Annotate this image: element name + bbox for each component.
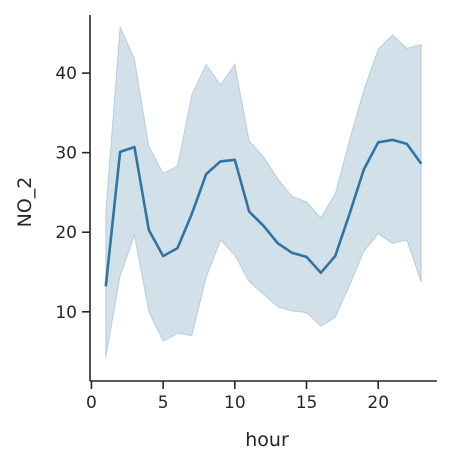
axes: 0 5 10 15 20 10 20 30 40 xyxy=(55,15,437,413)
x-tick-label: 20 xyxy=(367,393,389,413)
y-tick-label: 20 xyxy=(55,223,77,243)
x-tick-label: 5 xyxy=(158,393,169,413)
confidence-band xyxy=(105,26,422,359)
x-axis-label: hour xyxy=(245,429,289,451)
plot-area xyxy=(104,26,423,359)
y-tick-label: 40 xyxy=(55,64,77,84)
y-axis-label: NO_2 xyxy=(14,177,36,228)
series-line xyxy=(104,138,423,287)
x-tick-label: 0 xyxy=(86,393,97,413)
x-tick-label: 10 xyxy=(224,393,246,413)
y-tick-label: 10 xyxy=(55,303,77,323)
y-tick-label: 30 xyxy=(55,144,77,164)
x-tick-label: 15 xyxy=(296,393,318,413)
